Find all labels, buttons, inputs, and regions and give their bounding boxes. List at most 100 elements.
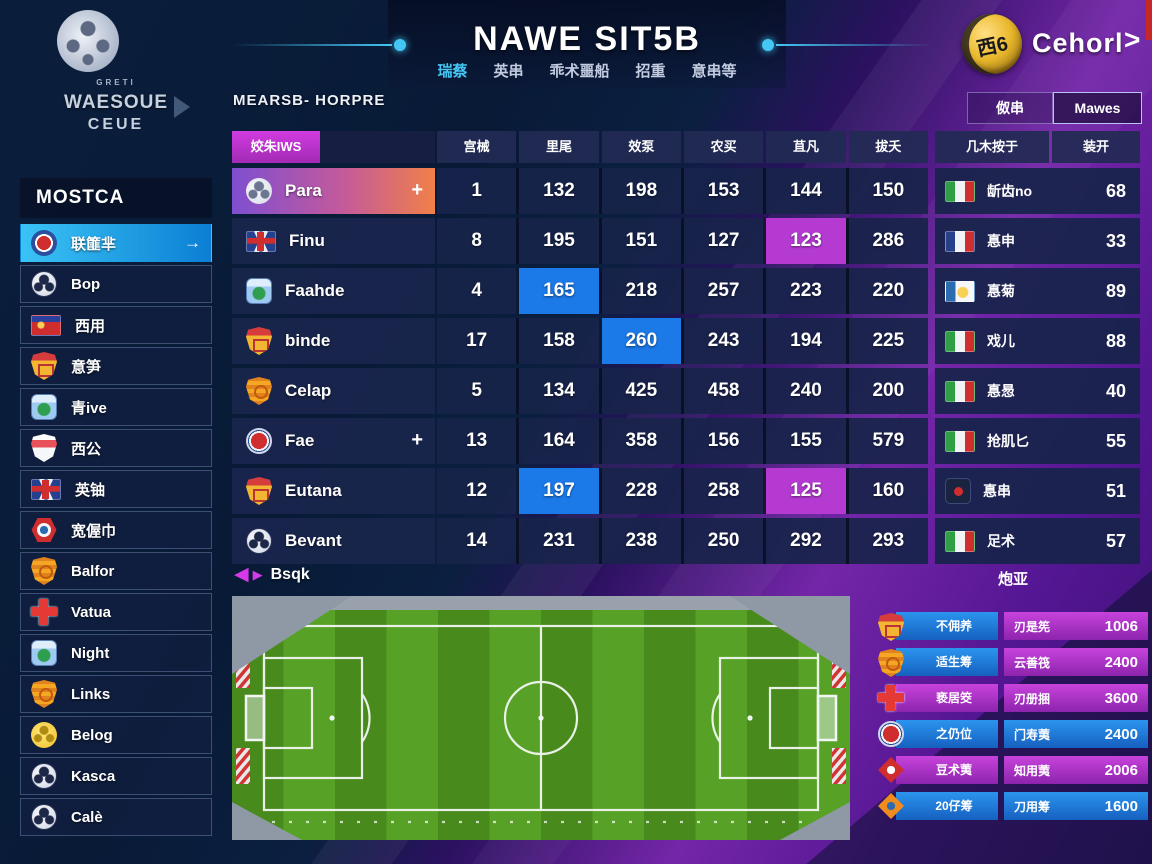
stats-row-0[interactable]: 不佣养 刃是筅 1006	[878, 612, 1148, 641]
sidebar-item-13[interactable]: Kasca	[20, 757, 212, 795]
stats-row-2[interactable]: 亵居筊 刃册捆 3600	[878, 684, 1148, 712]
header-button-1[interactable]: 伮串	[967, 92, 1053, 124]
table-header-name: 姣朱IWS	[232, 131, 435, 163]
country-flag-icon	[945, 330, 975, 352]
team-cell: Para +	[232, 168, 435, 214]
brand-coin-icon	[962, 14, 1022, 74]
team-badge-icon	[31, 394, 57, 420]
team-badge-icon	[31, 680, 57, 708]
stats-name-chip[interactable]: 亵居筊	[896, 684, 998, 712]
stats-name-chip[interactable]: 豆术荑	[896, 756, 998, 784]
league-logo-line1: WAESOUE	[63, 92, 169, 113]
stats-value-chip[interactable]: 刃册捆 3600	[1004, 684, 1148, 712]
sidebar-item-11[interactable]: Links	[20, 675, 212, 713]
sidebar-item-6[interactable]: 英铀	[20, 470, 212, 508]
ranking-row-1[interactable]: 惪申 33	[935, 218, 1140, 264]
team-cell: Faahde	[232, 268, 435, 314]
stat-value: 194	[763, 318, 845, 364]
table-row-5[interactable]: Fae + 13 164 358 156 155 579	[232, 418, 928, 464]
team-badge-icon	[246, 278, 272, 304]
stats-row-4[interactable]: 豆术荑 知用荑 2006	[878, 756, 1148, 784]
table-row-0[interactable]: Para + 1 132 198 153 144 150	[232, 168, 928, 214]
sidebar-item-8[interactable]: Balfor	[20, 552, 212, 590]
country-flag-icon	[945, 280, 975, 302]
stats-value-chip[interactable]: 知用荑 2006	[1004, 756, 1148, 784]
table-row-6[interactable]: Eutana 12 197 228 258 125 160	[232, 468, 928, 514]
stats-row-5[interactable]: 20仔筹 刀用筹 1600	[878, 792, 1148, 820]
sidebar-item-7[interactable]: 宽偓巾	[20, 511, 212, 549]
table-row-1[interactable]: Finu 8 195 151 127 123 286	[232, 218, 928, 264]
ranking-label: 抢肌匕	[987, 433, 1029, 449]
ranking-value: 33	[1105, 230, 1126, 251]
stats-value-chip[interactable]: 刀用筹 1600	[1004, 792, 1148, 820]
stats-row-3[interactable]: 之仍位 门寿荑 2400	[878, 720, 1148, 748]
connector-dot-left	[394, 39, 406, 51]
stats-row-1[interactable]: 适生筹 云善筏 2400	[878, 648, 1148, 677]
sidebar-item-4[interactable]: 青ive	[20, 388, 212, 426]
stat-value: 123	[763, 218, 846, 264]
table-row-7[interactable]: Bevant 14 231 238 250 292 293	[232, 518, 928, 564]
sidebar-item-9[interactable]: Vatua	[20, 593, 212, 631]
stat-value: 240	[763, 368, 845, 414]
column-header-2: 效泵	[601, 131, 681, 163]
team-name: Finu	[289, 231, 325, 250]
sidebar-item-3[interactable]: 意笋	[20, 347, 212, 385]
sidebar-item-5[interactable]: 西公	[20, 429, 212, 467]
add-button[interactable]: +	[411, 429, 423, 451]
tab-1[interactable]: 英串	[493, 63, 524, 80]
stats-name-chip[interactable]: 不佣养	[896, 612, 998, 640]
sidebar-item-10[interactable]: Night	[20, 634, 212, 672]
ranking-value: 55	[1105, 430, 1126, 451]
stat-cells: 13 164 358 156 155 579	[437, 418, 928, 464]
sidebar-item-1[interactable]: Bop	[20, 265, 212, 303]
header-button-2[interactable]: Mawes	[1053, 92, 1142, 124]
table-row-2[interactable]: Faahde 4 165 218 257 223 220	[232, 268, 928, 314]
stat-value: 160	[845, 468, 928, 514]
stat-value: 225	[845, 318, 928, 364]
sidebar-item-12[interactable]: Belog	[20, 716, 212, 754]
team-name: Faahde	[285, 281, 345, 300]
ranking-row-0[interactable]: 龂齿no 68	[935, 168, 1140, 214]
team-badge-icon	[31, 763, 57, 789]
table-row-4[interactable]: Celap 5 134 425 458 240 200	[232, 368, 928, 414]
tab-0[interactable]: 瑞蔡	[437, 63, 468, 80]
stat-value: 144	[763, 168, 845, 214]
stats-name-chip[interactable]: 20仔筹	[896, 792, 998, 820]
column-header-5: 拔夭	[848, 131, 928, 163]
add-button[interactable]: +	[411, 179, 423, 201]
ranking-row-2[interactable]: 惪菊 89	[935, 268, 1140, 314]
tab-2[interactable]: 乖术噩船	[549, 63, 610, 80]
sidebar-item-14[interactable]: Calè	[20, 798, 212, 836]
ranking-label: 惪菊	[987, 283, 1015, 299]
right-column-header-0: 几木按于	[935, 131, 1049, 163]
sidebar-item-label: Balfor	[71, 562, 115, 580]
team-badge-icon	[246, 428, 272, 454]
stats-value-chip[interactable]: 刃是筅 1006	[1004, 612, 1148, 640]
stats-name-chip[interactable]: 适生筹	[896, 648, 998, 676]
table-row-3[interactable]: binde 17 158 260 243 194 225	[232, 318, 928, 364]
team-badge-icon	[246, 377, 272, 405]
ranking-value: 51	[1105, 480, 1126, 501]
stat-cells: 14 231 238 250 292 293	[437, 518, 928, 564]
ranking-row-5[interactable]: 抢肌匕 55	[935, 418, 1140, 464]
stat-value: 8	[471, 230, 482, 251]
stats-value-chip[interactable]: 门寿荑 2400	[1004, 720, 1148, 748]
ranking-value: 89	[1105, 280, 1126, 301]
column-header-0: 宫械	[437, 131, 517, 163]
ranking-row-6[interactable]: 惪串 51	[935, 468, 1140, 514]
tab-4[interactable]: 意串等	[691, 63, 737, 80]
stat-value: 158	[516, 318, 598, 364]
ranking-row-3[interactable]: 戏儿 88	[935, 318, 1140, 364]
ranking-row-7[interactable]: 足术 57	[935, 518, 1140, 564]
stats-name-chip[interactable]: 之仍位	[896, 720, 998, 748]
sidebar-item-2[interactable]: 西用	[20, 306, 212, 344]
ranking-row-4[interactable]: 惪惖 40	[935, 368, 1140, 414]
sidebar-item-label: Bop	[71, 275, 101, 293]
team-name: Fae	[285, 431, 315, 450]
team-badge-icon	[31, 722, 57, 748]
stats-value-chip[interactable]: 云善筏 2400	[1004, 648, 1148, 676]
back-control[interactable]: ◀ ▶ Bsqk	[234, 563, 310, 586]
sidebar-item-0[interactable]: 联篚芈 →	[20, 224, 212, 262]
tab-3[interactable]: 招重	[635, 63, 666, 80]
ranking-label: 戏儿	[987, 333, 1015, 349]
